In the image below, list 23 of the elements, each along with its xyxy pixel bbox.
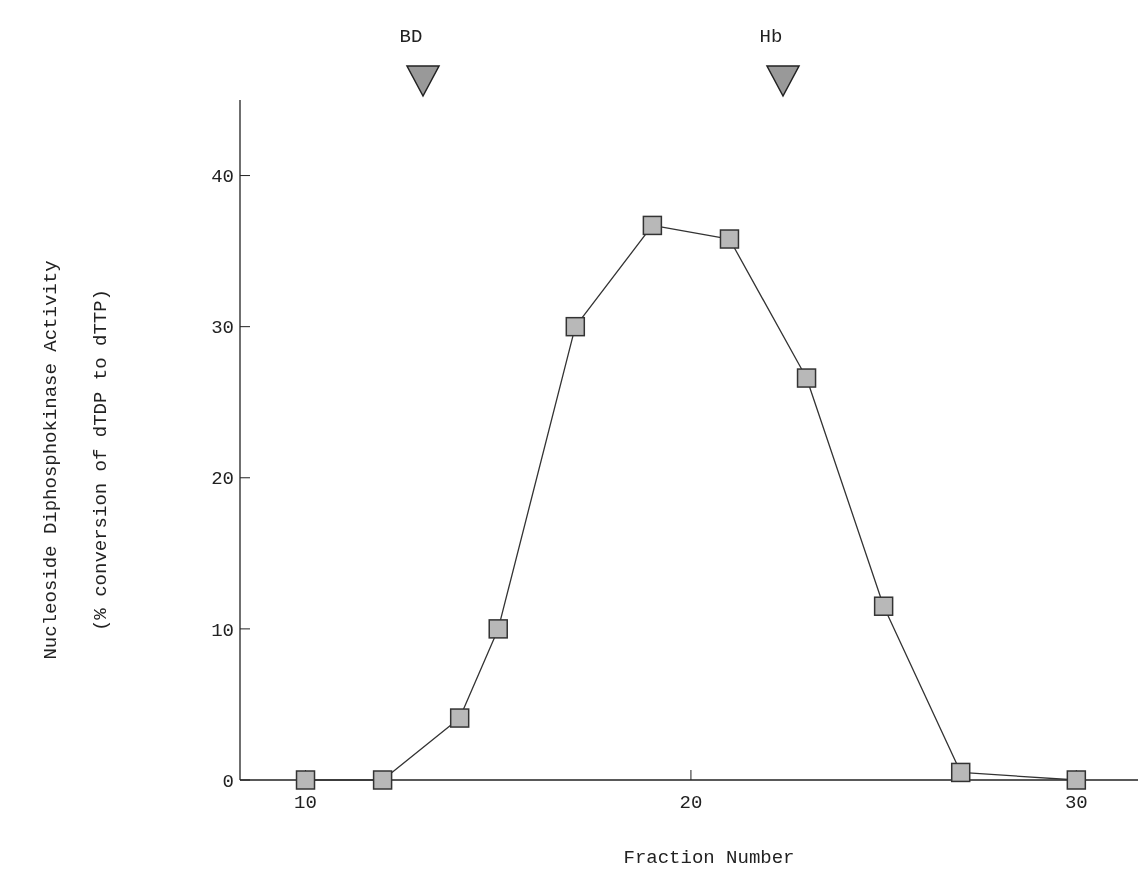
point bbox=[642, 215, 663, 236]
x-tick-label: 30 bbox=[1064, 792, 1088, 814]
text: BD bbox=[399, 26, 423, 48]
x-tick-label: 10 bbox=[294, 792, 317, 814]
text: Nucleoside Diphosphokinase Activity (% conversion of dTDP to dTTP) bbox=[40, 260, 112, 660]
point bbox=[1066, 770, 1087, 790]
y-tick-label: 0 bbox=[222, 770, 234, 793]
y-tick-label: 10 bbox=[211, 619, 234, 642]
y-tick-label: 30 bbox=[211, 317, 234, 340]
y-tick-label: 40 bbox=[211, 166, 234, 189]
point bbox=[295, 770, 316, 790]
point bbox=[950, 762, 971, 783]
y-tick-label: 20 bbox=[211, 468, 234, 491]
point bbox=[796, 368, 817, 388]
point bbox=[873, 596, 894, 616]
point bbox=[449, 708, 470, 728]
point bbox=[565, 316, 586, 337]
point bbox=[372, 770, 393, 790]
point bbox=[719, 229, 740, 249]
point bbox=[488, 619, 508, 639]
x-axis-title: Fraction Number bbox=[623, 847, 795, 869]
text: Hb bbox=[759, 26, 783, 48]
x-tick-label: 20 bbox=[679, 792, 703, 814]
